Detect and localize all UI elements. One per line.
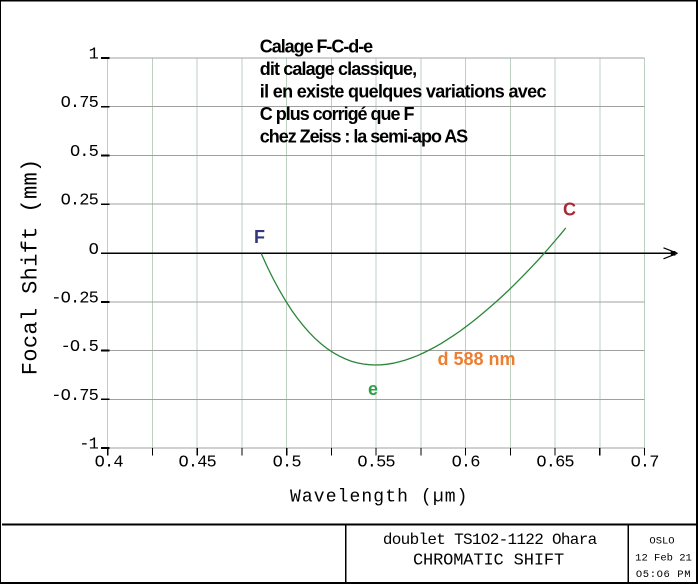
- svg-text:Calage F-C-d-e: Calage F-C-d-e: [260, 36, 373, 56]
- svg-text:-O.75: -O.75: [51, 387, 98, 406]
- svg-text:O.65: O.65: [536, 453, 574, 472]
- svg-text:O5:O6 PM: O5:O6 PM: [636, 569, 691, 581]
- svg-text:doublet TS1O2-1122 Ohara: doublet TS1O2-1122 Ohara: [383, 531, 598, 549]
- svg-text:12 Feb 21: 12 Feb 21: [635, 553, 692, 565]
- svg-text:O: O: [89, 241, 99, 260]
- svg-text:O.5: O.5: [70, 143, 99, 162]
- svg-text:-O.25: -O.25: [51, 289, 98, 308]
- svg-text:-1: -1: [79, 436, 98, 455]
- svg-text:CHROMATIC SHIFT: CHROMATIC SHIFT: [413, 552, 564, 571]
- svg-text:e: e: [368, 379, 378, 399]
- svg-text:C plus corrigé que F: C plus corrigé que F: [260, 104, 415, 124]
- svg-text:-O.5: -O.5: [61, 338, 99, 357]
- svg-text:O.55: O.55: [357, 453, 395, 472]
- svg-text:O.5: O.5: [273, 453, 302, 472]
- svg-text:1: 1: [89, 46, 99, 65]
- svg-text:chez Zeiss : la semi-apo AS: chez Zeiss : la semi-apo AS: [260, 126, 468, 146]
- svg-text:O.4: O.4: [95, 453, 124, 472]
- svg-text:F: F: [254, 227, 265, 247]
- svg-text:dit calage classique,: dit calage classique,: [260, 59, 416, 79]
- svg-text:O.7: O.7: [631, 453, 659, 472]
- svg-text:C: C: [563, 200, 576, 220]
- svg-text:O.25: O.25: [61, 192, 99, 211]
- svg-text:il en existe quelques variatio: il en existe quelques variations avec: [260, 81, 547, 101]
- svg-text:Wavelength (µm): Wavelength (µm): [290, 488, 469, 508]
- svg-text:O.45: O.45: [178, 453, 216, 472]
- svg-text:OSLO: OSLO: [649, 536, 674, 548]
- svg-text:d 588 nm: d 588 nm: [438, 349, 516, 369]
- svg-text:Focal Shift (mm): Focal Shift (mm): [19, 158, 44, 375]
- svg-text:O.6: O.6: [452, 453, 481, 472]
- svg-text:O.75: O.75: [61, 94, 99, 113]
